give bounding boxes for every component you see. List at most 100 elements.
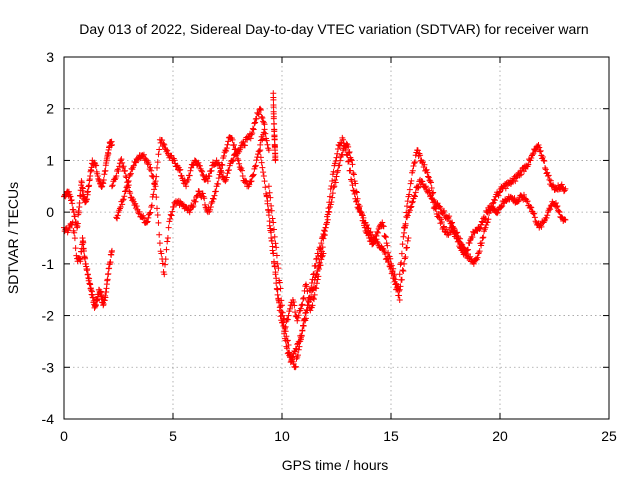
data-point xyxy=(257,105,264,112)
data-point xyxy=(540,157,547,164)
data-point xyxy=(119,201,126,208)
data-point xyxy=(329,190,336,197)
data-point xyxy=(261,178,268,185)
data-point xyxy=(140,151,147,158)
data-point xyxy=(258,159,265,166)
data-point xyxy=(373,232,380,239)
data-point xyxy=(496,189,503,196)
data-point xyxy=(102,294,109,301)
data-point xyxy=(82,255,89,262)
data-point xyxy=(267,227,274,234)
data-point xyxy=(271,126,278,133)
y-tick-label: 3 xyxy=(46,49,54,65)
data-point xyxy=(388,262,395,269)
data-point xyxy=(159,137,166,144)
data-point xyxy=(304,288,311,295)
data-point xyxy=(460,251,467,258)
data-point xyxy=(555,208,562,215)
data-point xyxy=(360,217,367,224)
data-point xyxy=(466,240,473,247)
data-point xyxy=(215,181,222,188)
data-point xyxy=(265,183,272,190)
data-point xyxy=(114,215,121,222)
data-point xyxy=(408,177,415,184)
data-point xyxy=(403,244,410,251)
data-point xyxy=(255,110,262,117)
data-point xyxy=(219,162,226,169)
data-point xyxy=(321,228,328,235)
data-point xyxy=(473,227,480,234)
data-point xyxy=(286,305,293,312)
data-point xyxy=(283,333,290,340)
data-point xyxy=(161,141,168,148)
data-point xyxy=(367,235,374,242)
data-point xyxy=(530,150,537,157)
data-point xyxy=(301,315,308,322)
data-point xyxy=(220,152,227,159)
data-point xyxy=(440,209,447,216)
data-point xyxy=(329,171,336,178)
data-point xyxy=(154,159,161,166)
data-point xyxy=(353,188,360,195)
data-point xyxy=(322,224,329,231)
data-point xyxy=(223,145,230,152)
data-point xyxy=(427,178,434,185)
data-point xyxy=(346,148,353,155)
data-point xyxy=(273,244,280,251)
data-point xyxy=(117,203,124,210)
data-point xyxy=(480,234,487,241)
data-point xyxy=(207,206,214,213)
data-point xyxy=(260,169,267,176)
data-point xyxy=(387,255,394,262)
data-point xyxy=(162,261,169,268)
data-point xyxy=(399,241,406,248)
data-point xyxy=(287,353,294,360)
data-point xyxy=(152,178,159,185)
data-point xyxy=(512,178,519,185)
data-point xyxy=(136,208,143,215)
data-point xyxy=(260,118,267,125)
data-point xyxy=(343,140,350,147)
data-point xyxy=(277,303,284,310)
data-point xyxy=(307,307,314,314)
data-point xyxy=(239,167,246,174)
data-point xyxy=(216,171,223,178)
data-point xyxy=(369,241,376,248)
data-point xyxy=(544,172,551,179)
data-point xyxy=(201,201,208,208)
data-point xyxy=(544,169,551,176)
data-point xyxy=(417,152,424,159)
data-point xyxy=(139,152,146,159)
data-point xyxy=(339,151,346,158)
data-point xyxy=(271,226,278,233)
data-point xyxy=(536,222,543,229)
plot-frame xyxy=(63,56,610,420)
data-point xyxy=(313,280,320,287)
y-tick-labels: -4 -3 -2 -1 0 1 2 3 xyxy=(42,49,55,427)
data-point xyxy=(69,219,76,226)
data-point xyxy=(531,210,538,217)
data-point xyxy=(329,178,336,185)
data-point xyxy=(348,157,355,164)
data-point xyxy=(256,148,263,155)
data-point xyxy=(178,172,185,179)
data-point xyxy=(338,152,345,159)
data-point xyxy=(482,215,489,222)
data-point xyxy=(347,167,354,174)
data-point xyxy=(264,197,271,204)
data-point xyxy=(542,165,549,172)
data-point xyxy=(257,137,264,144)
data-point xyxy=(379,219,386,226)
y-tick-label: 0 xyxy=(46,204,54,220)
data-point xyxy=(124,183,131,190)
data-point xyxy=(250,126,257,133)
data-point xyxy=(516,172,523,179)
data-point xyxy=(401,255,408,262)
data-point xyxy=(99,183,106,190)
data-point xyxy=(324,216,331,223)
data-point xyxy=(309,302,316,309)
data-point xyxy=(310,271,317,278)
data-point xyxy=(279,319,286,326)
data-point xyxy=(402,222,409,229)
